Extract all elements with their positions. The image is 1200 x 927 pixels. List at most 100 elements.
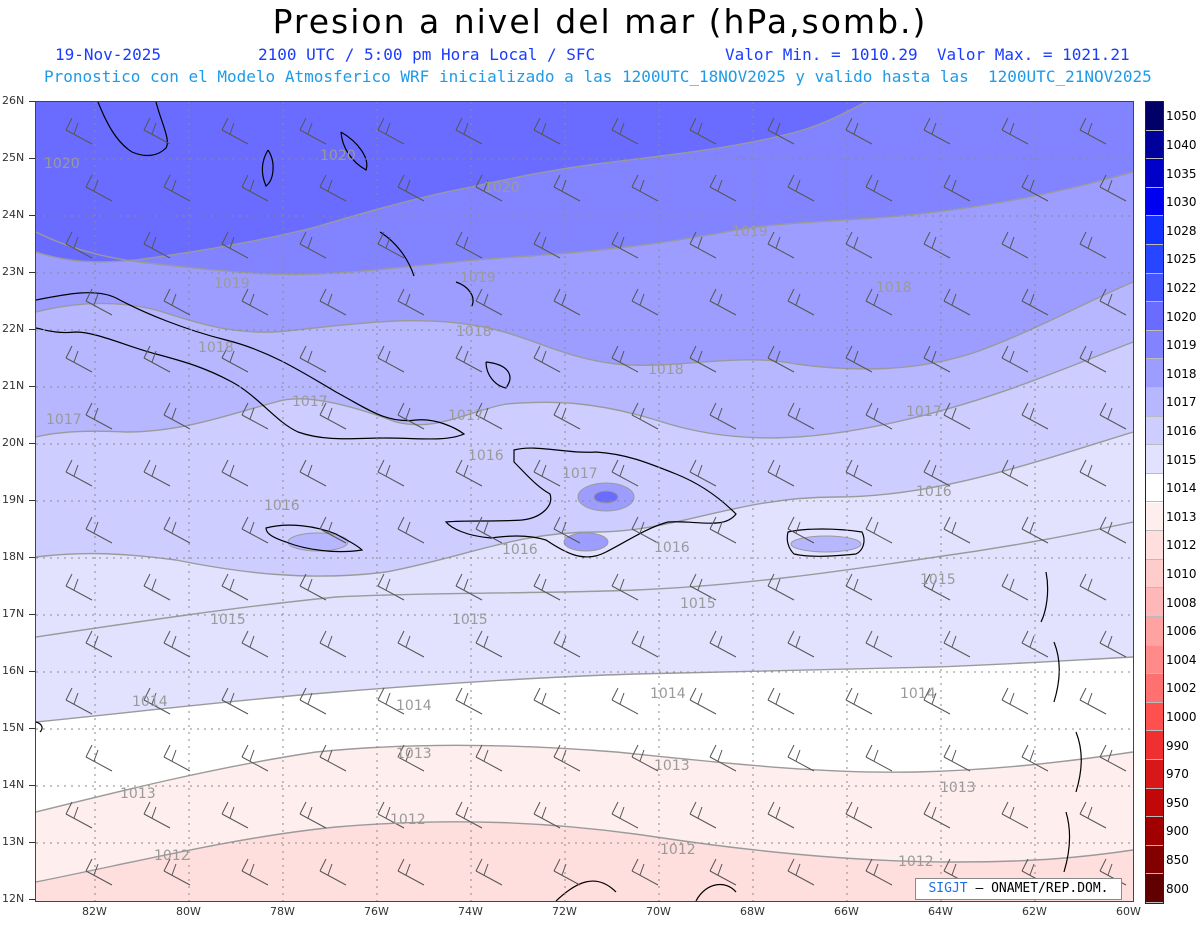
wind-barb bbox=[85, 288, 113, 316]
coast-centralamerica bbox=[36, 721, 43, 733]
cell-puertorico bbox=[790, 535, 862, 553]
wind-barb bbox=[65, 801, 93, 829]
contour-label: 1012 bbox=[898, 854, 934, 870]
wind-barb bbox=[923, 459, 951, 487]
contour-label: 1016 bbox=[264, 498, 300, 514]
isobar-1020 bbox=[36, 102, 867, 263]
isobar-1016 bbox=[36, 431, 1133, 577]
contour-label: 1014 bbox=[396, 698, 432, 714]
wind-barb bbox=[553, 858, 581, 886]
wind-barb bbox=[143, 117, 171, 145]
wind-barb bbox=[397, 402, 425, 430]
colorbar-label: 1008 bbox=[1166, 595, 1197, 610]
wind-barb bbox=[631, 744, 659, 772]
wind-barb bbox=[1001, 117, 1029, 145]
wind-barb bbox=[221, 117, 249, 145]
colorbar-segment bbox=[1146, 245, 1163, 274]
wind-barb bbox=[319, 174, 347, 202]
wind-barb bbox=[787, 744, 815, 772]
wind-barb bbox=[85, 174, 113, 202]
lat-label: 17N bbox=[2, 607, 25, 620]
pressure-map: 1020 1020 1020 1019 1019 1019 1018 1018 … bbox=[35, 101, 1134, 902]
colorbar-label: 1013 bbox=[1166, 509, 1197, 524]
wind-barb bbox=[455, 573, 483, 601]
wind-barb bbox=[475, 744, 503, 772]
contour-label: 1017 bbox=[46, 412, 82, 428]
contour-label: 1018 bbox=[456, 324, 492, 340]
lat-tick bbox=[29, 500, 35, 501]
lat-label: 18N bbox=[2, 550, 25, 563]
wind-barb bbox=[163, 516, 191, 544]
wind-barb bbox=[1021, 516, 1049, 544]
wind-barb bbox=[377, 801, 405, 829]
colorbar-label: 1050 bbox=[1166, 109, 1197, 124]
lon-label: 74W bbox=[458, 905, 483, 918]
wind-barb bbox=[319, 744, 347, 772]
contour-label: 1018 bbox=[876, 280, 912, 296]
wind-barb bbox=[845, 687, 873, 715]
colorbar-segment bbox=[1146, 559, 1163, 589]
wind-barb bbox=[689, 117, 717, 145]
wind-barb bbox=[865, 516, 893, 544]
wind-barb bbox=[943, 402, 971, 430]
wind-barb bbox=[553, 288, 581, 316]
colorbar-label: 1010 bbox=[1166, 567, 1197, 582]
colorbar-segment bbox=[1146, 102, 1163, 131]
wind-barb bbox=[845, 459, 873, 487]
colorbar-label: 1030 bbox=[1166, 195, 1197, 210]
colorbar-label: 1040 bbox=[1166, 137, 1197, 152]
colorbar-label: 1020 bbox=[1166, 309, 1197, 324]
wind-barb bbox=[923, 573, 951, 601]
lat-tick bbox=[29, 728, 35, 729]
wind-barb bbox=[319, 402, 347, 430]
wind-barb bbox=[377, 117, 405, 145]
wind-barb bbox=[689, 801, 717, 829]
lon-label: 68W bbox=[740, 905, 765, 918]
colorbar-segment bbox=[1146, 731, 1163, 760]
contour-label: 1012 bbox=[660, 842, 696, 858]
colorbar-segment bbox=[1146, 788, 1163, 818]
wind-barb bbox=[397, 174, 425, 202]
lat-tick bbox=[29, 557, 35, 558]
wind-barb bbox=[631, 288, 659, 316]
forecast-info: Pronostico con el Modelo Atmosferico WRF… bbox=[44, 67, 1152, 86]
wind-barb bbox=[377, 573, 405, 601]
contour-label: 1016 bbox=[916, 484, 952, 500]
wind-barb bbox=[143, 573, 171, 601]
wind-barb bbox=[923, 345, 951, 373]
lat-tick bbox=[29, 842, 35, 843]
colorbar-segment bbox=[1146, 702, 1163, 732]
lat-label: 25N bbox=[2, 151, 25, 164]
isobar-1019 bbox=[36, 171, 1133, 276]
wind-barb bbox=[631, 858, 659, 886]
wind-barb bbox=[1079, 345, 1107, 373]
wind-barb bbox=[1021, 288, 1049, 316]
wind-barb bbox=[1021, 744, 1049, 772]
contour-label: 1018 bbox=[648, 362, 684, 378]
colorbar-label: 1022 bbox=[1166, 280, 1197, 295]
wind-barb bbox=[709, 402, 737, 430]
contour-label: 1020 bbox=[320, 148, 356, 164]
colorbar-segment bbox=[1146, 388, 1163, 417]
wind-barb bbox=[845, 345, 873, 373]
wind-barb bbox=[1021, 174, 1049, 202]
wind-barb bbox=[611, 687, 639, 715]
wind-barb bbox=[553, 744, 581, 772]
wind-barb bbox=[943, 744, 971, 772]
contour-label: 1016 bbox=[468, 448, 504, 464]
lat-label: 21N bbox=[2, 379, 25, 392]
lat-label: 16N bbox=[2, 664, 25, 677]
wind-barb bbox=[1099, 288, 1127, 316]
wind-barb bbox=[299, 573, 327, 601]
colorbar-segment bbox=[1146, 817, 1163, 846]
colorbar-label: 1002 bbox=[1166, 681, 1197, 696]
min-max-values: Valor Min. = 1010.29 Valor Max. = 1021.2… bbox=[725, 45, 1130, 64]
wind-barb bbox=[377, 459, 405, 487]
wind-barb bbox=[689, 459, 717, 487]
wind-barb bbox=[709, 744, 737, 772]
lat-label: 15N bbox=[2, 721, 25, 734]
contour-label: 1017 bbox=[292, 394, 328, 410]
wind-barb bbox=[689, 231, 717, 259]
lat-tick bbox=[29, 158, 35, 159]
colorbar-segment bbox=[1146, 473, 1163, 503]
